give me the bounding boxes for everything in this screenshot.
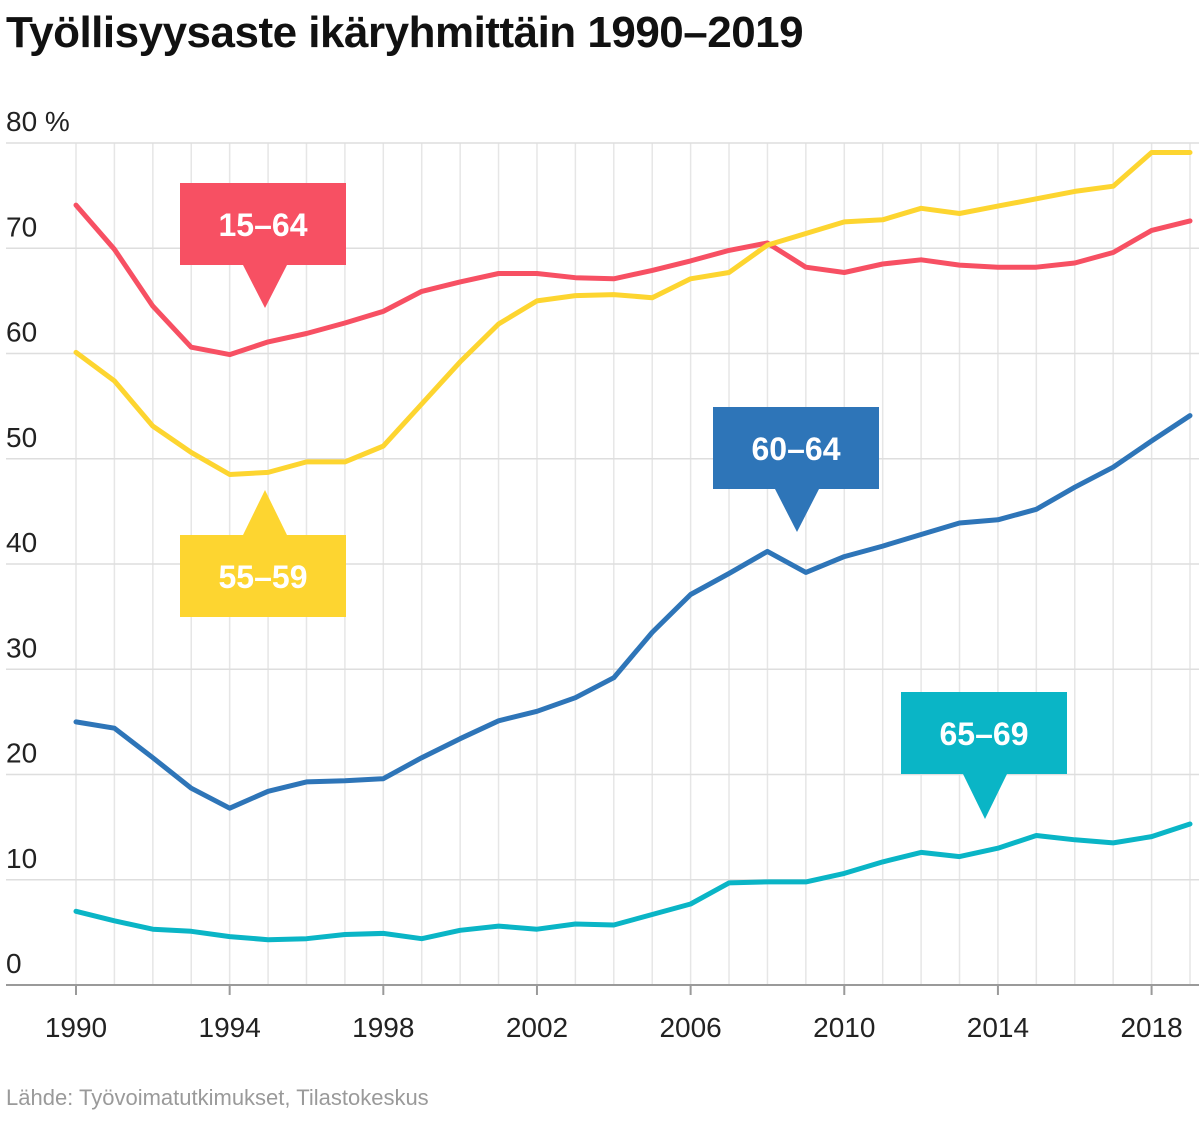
series-line-15–64 [73,202,1193,358]
y-tick-label: 10 [6,843,37,874]
y-tick-label: 70 [6,211,37,242]
callout-label: 65–69 [940,716,1029,752]
series-line-55–59 [73,150,1193,477]
x-tick-label: 2010 [813,1012,875,1043]
callout-box [180,535,346,617]
y-tick-label: 20 [6,738,37,769]
y-tick-label: 40 [6,527,37,558]
callout-15–64: 15–64 [180,183,346,308]
x-tick-label: 1998 [352,1012,414,1043]
series-line-65–69 [73,821,1193,943]
x-axis: 1990 1994 1998 2002 2006 2010 2014 2018 [45,985,1183,1043]
callout-pointer [775,489,819,532]
y-tick-label: 0 [6,948,22,979]
x-tick-label: 1990 [45,1012,107,1043]
source-note: Lähde: Työvoimatutkimukset, Tilastokesku… [6,1085,429,1110]
callout-pointer [243,490,287,535]
y-tick-label: 80 % [6,106,70,137]
series-line-60–64 [73,413,1193,811]
x-tick-label: 2014 [967,1012,1029,1043]
chart-title: Työllisyysaste ikäryhmittäin 1990–2019 [6,8,804,57]
y-tick-label: 60 [6,317,37,348]
callout-pointer [243,265,287,308]
callout-pointer [963,774,1007,819]
series-lines [73,150,1193,943]
callout-box [901,692,1067,774]
callout-55–59: 55–59 [180,490,346,617]
x-tick-label: 2006 [659,1012,721,1043]
callout-label: 15–64 [219,207,308,243]
gridlines [6,142,1199,986]
callout-label: 55–59 [219,559,308,595]
x-tick-label: 1994 [199,1012,261,1043]
series-callouts: 15–64 55–59 60–64 65–69 [180,183,1067,819]
callout-label: 60–64 [752,431,841,467]
y-axis: 80 % 70 60 50 40 30 20 10 0 [6,106,70,979]
y-tick-label: 30 [6,632,37,663]
y-tick-label: 50 [6,422,37,453]
callout-65–69: 65–69 [901,692,1067,819]
callout-box [180,183,346,265]
callout-box [713,407,879,489]
callout-60–64: 60–64 [713,407,879,532]
x-tick-label: 2018 [1120,1012,1182,1043]
x-tick-label: 2002 [506,1012,568,1043]
